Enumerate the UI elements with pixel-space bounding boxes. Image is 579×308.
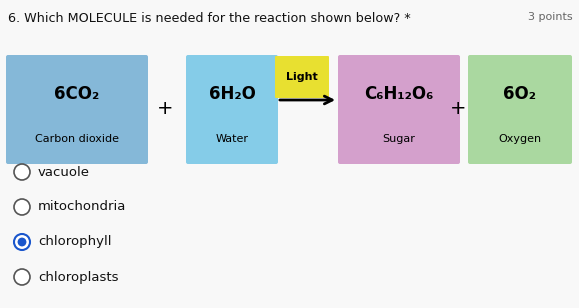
FancyBboxPatch shape <box>338 55 460 164</box>
Text: chloroplasts: chloroplasts <box>38 270 119 283</box>
Text: 6H₂O: 6H₂O <box>208 85 255 103</box>
Text: 6CO₂: 6CO₂ <box>54 85 100 103</box>
Text: chlorophyll: chlorophyll <box>38 236 112 249</box>
Text: 6. Which MOLECULE is needed for the reaction shown below? *: 6. Which MOLECULE is needed for the reac… <box>8 12 411 25</box>
Text: +: + <box>450 99 466 117</box>
Text: 6O₂: 6O₂ <box>504 85 537 103</box>
Text: Sugar: Sugar <box>383 134 416 144</box>
Text: Water: Water <box>215 134 248 144</box>
Circle shape <box>14 269 30 285</box>
Text: +: + <box>157 99 173 117</box>
Text: Oxygen: Oxygen <box>499 134 541 144</box>
FancyBboxPatch shape <box>468 55 572 164</box>
Circle shape <box>14 234 30 250</box>
Text: Carbon dioxide: Carbon dioxide <box>35 134 119 144</box>
Text: vacuole: vacuole <box>38 165 90 179</box>
Text: 3 points: 3 points <box>529 12 573 22</box>
FancyBboxPatch shape <box>186 55 278 164</box>
Circle shape <box>17 237 27 246</box>
Circle shape <box>14 164 30 180</box>
Text: C₆H₁₂O₆: C₆H₁₂O₆ <box>364 85 434 103</box>
Text: mitochondria: mitochondria <box>38 201 126 213</box>
Text: Light: Light <box>286 72 318 82</box>
FancyBboxPatch shape <box>275 56 329 98</box>
Circle shape <box>14 199 30 215</box>
FancyBboxPatch shape <box>6 55 148 164</box>
